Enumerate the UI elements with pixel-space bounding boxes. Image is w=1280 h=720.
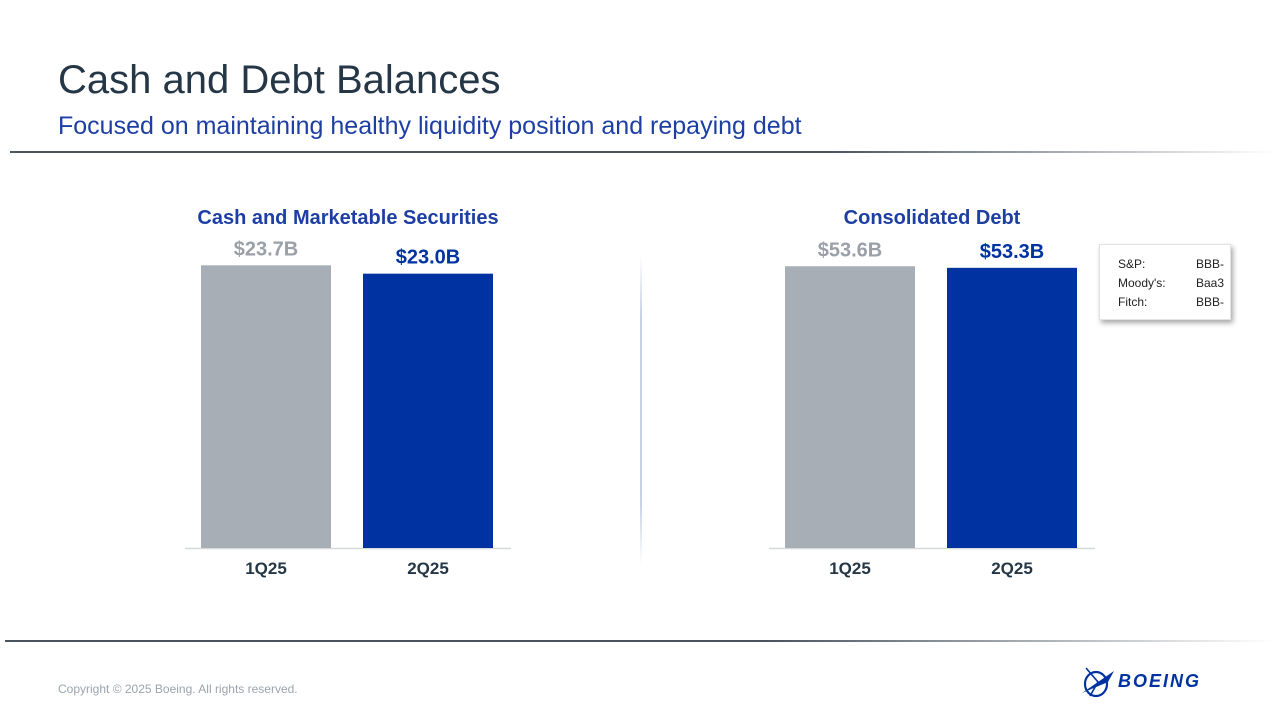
copyright-text: Copyright © 2025 Boeing. All rights rese…	[58, 682, 298, 696]
page-title: Cash and Debt Balances	[58, 58, 501, 102]
footer-divider	[5, 640, 1275, 642]
boeing-logo: BOEING	[1078, 662, 1238, 702]
bar-2q25	[363, 273, 493, 548]
bar-1q25	[201, 265, 331, 548]
data-label: $23.0B	[396, 247, 461, 269]
rating-value: BBB-	[1195, 295, 1224, 309]
rating-row-fitch: Fitch: BBB-	[1118, 295, 1224, 313]
chart-divider	[640, 255, 642, 565]
page-subtitle: Focused on maintaining healthy liquidity…	[58, 112, 802, 140]
rating-value: Baa3	[1195, 276, 1224, 290]
rating-row-sp: S&P: BBB-	[1118, 257, 1224, 275]
bar-1q25	[785, 266, 915, 548]
x-tick-label: 2Q25	[991, 559, 1033, 578]
rating-value: BBB-	[1195, 257, 1224, 271]
chart-title-cash: Cash and Marketable Securities	[197, 207, 499, 229]
boeing-logo-icon: BOEING	[1082, 667, 1201, 698]
x-tick-label: 1Q25	[245, 559, 287, 578]
data-label: $23.7B	[234, 238, 299, 260]
debt-chart: Consolidated Debt $53.6B 1Q25 $53.3B 2Q25	[762, 200, 1102, 600]
cash-chart-svg: $23.7B 1Q25 $23.0B 2Q25	[185, 238, 511, 578]
debt-chart-svg: $53.6B 1Q25 $53.3B 2Q25	[769, 239, 1095, 578]
data-label: $53.6B	[818, 239, 883, 261]
cash-chart: Cash and Marketable Securities $23.7B 1Q2…	[178, 200, 518, 600]
header-divider	[10, 151, 1275, 153]
rating-agency: S&P:	[1118, 257, 1146, 271]
rating-agency: Moody's:	[1118, 276, 1166, 290]
credit-ratings-box: S&P: BBB- Moody's: Baa3 Fitch: BBB-	[1099, 244, 1231, 320]
rating-agency: Fitch:	[1118, 295, 1148, 309]
x-tick-label: 2Q25	[407, 559, 449, 578]
rating-row-moodys: Moody's: Baa3	[1118, 276, 1224, 294]
bar-2q25	[947, 267, 1077, 548]
x-tick-label: 1Q25	[829, 559, 871, 578]
chart-title-debt: Consolidated Debt	[843, 207, 1021, 229]
data-label: $53.3B	[980, 241, 1045, 263]
logo-wordmark: BOEING	[1118, 671, 1201, 691]
